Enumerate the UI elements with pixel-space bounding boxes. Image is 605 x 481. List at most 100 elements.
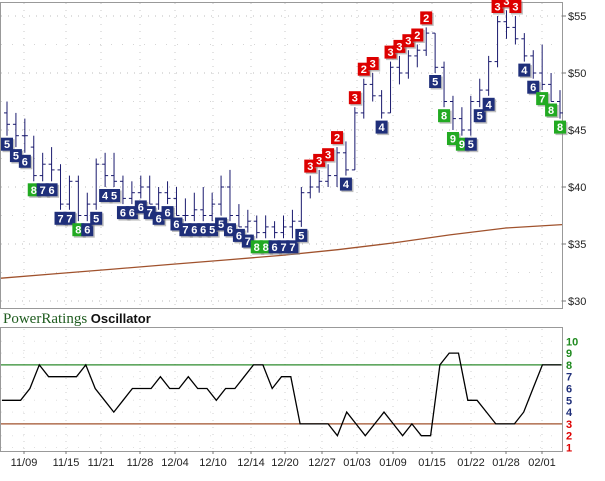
rating-badge: 2 — [331, 131, 345, 146]
rating-badge: 8 — [554, 120, 568, 136]
rating-badge-box — [1, 137, 13, 151]
oscillator-line — [2, 352, 561, 437]
rating-badge-label: 6 — [173, 219, 179, 231]
rating-badge-box — [473, 109, 486, 123]
rating-badge-box — [81, 223, 94, 237]
price-bar — [111, 152, 118, 187]
price-bar — [164, 181, 171, 205]
price-bar — [307, 175, 314, 199]
price-bar — [271, 221, 278, 239]
rating-badge-label: 8 — [254, 242, 260, 254]
rating-badge-label: 8 — [75, 225, 81, 237]
rating-badge-label: 6 — [200, 225, 206, 237]
rating-badge: 6 — [161, 206, 176, 221]
rating-badge-box — [482, 97, 495, 111]
rating-badge-box — [438, 109, 451, 123]
rating-badge-label: 5 — [298, 230, 304, 242]
price-bar — [351, 107, 358, 171]
rating-badge-box — [375, 120, 388, 134]
rating-badge-label: 5 — [93, 213, 99, 225]
oscillator-y-tick-label: 6 — [566, 384, 572, 396]
price-bar — [119, 175, 126, 205]
rating-badge-label: 5 — [218, 219, 224, 231]
x-tick-label: 12/20 — [271, 457, 299, 469]
price-bar — [369, 73, 376, 102]
price-bar — [494, 16, 501, 68]
price-bar — [432, 32, 439, 73]
rating-badge-label: 7 — [147, 208, 153, 220]
price-bar — [4, 101, 10, 136]
price-bar — [12, 112, 19, 148]
rating-badge-label: 6 — [156, 213, 162, 225]
rating-badge-label: 5 — [13, 151, 19, 163]
rating-badge-label: 3 — [307, 161, 313, 173]
x-axis: 11/09 11/15 11/21 11/28 12/04 12/10 12/14 12/20… — [11, 451, 556, 469]
x-tick-label: 12/04 — [161, 457, 189, 469]
oscillator-y-tick-label: 2 — [566, 431, 572, 443]
oscillator-y-tick-label: 7 — [566, 372, 572, 384]
x-tick-label: 11/21 — [88, 457, 115, 469]
rating-badge-box — [90, 211, 103, 225]
x-tick-label: 11/15 — [53, 457, 80, 469]
x-tick-label: 01/15 — [418, 457, 446, 469]
rating-badge-label: 3 — [325, 150, 331, 162]
rating-badge-box — [500, 0, 513, 8]
price-bar — [102, 152, 109, 187]
price-bar — [280, 215, 287, 239]
price-bar — [244, 209, 251, 233]
price-bar — [48, 147, 55, 182]
price-bar — [191, 192, 198, 222]
rating-badge-label: 6 — [22, 156, 28, 168]
price-y-tick-label: $35 — [568, 239, 586, 251]
price-bar — [530, 50, 537, 79]
rating-badge: 5 — [429, 75, 443, 90]
price-bar — [30, 135, 37, 182]
price-bars — [4, 10, 563, 239]
price-y-tick-label: $30 — [568, 296, 586, 308]
rating-badge-label: 4 — [343, 179, 350, 191]
rating-badge-label: 6 — [138, 202, 144, 214]
oscillator-y-tick-label: 10 — [566, 336, 578, 348]
rating-badge: 3 — [348, 91, 363, 106]
rating-badge: 5 — [9, 149, 24, 164]
rating-badge: 5 — [1, 137, 15, 153]
rating-badge-label: 3 — [495, 2, 501, 14]
rating-badge-label: 5 — [477, 111, 483, 123]
rating-badge-box — [366, 57, 379, 70]
x-tick-label: 01/03 — [343, 457, 371, 469]
rating-badge: 7 — [63, 211, 77, 227]
rating-badge-box — [322, 148, 335, 162]
rating-badge: 6 — [45, 183, 60, 198]
rating-badge-label: 7 — [182, 225, 188, 237]
price-bar — [137, 175, 144, 199]
rating-badge-label: 3 — [352, 93, 358, 105]
rating-badge: 7 — [286, 240, 300, 255]
rating-badge-label: 4 — [102, 191, 109, 203]
price-bar — [316, 169, 323, 193]
rating-badge-box — [348, 91, 361, 105]
rating-badge-label: 6 — [84, 225, 90, 237]
rating-badge-label: 7 — [245, 236, 251, 248]
rating-badge-label: 4 — [486, 99, 493, 111]
price-bar — [182, 198, 189, 222]
rating-badge-label: 7 — [40, 185, 46, 197]
price-bar — [334, 147, 341, 187]
price-bar — [21, 118, 28, 153]
x-tick-label: 12/27 — [308, 457, 336, 469]
rating-badge-label: 5 — [432, 77, 438, 89]
rating-badge: 2 — [420, 11, 434, 26]
rating-badge-label: 6 — [120, 208, 126, 220]
price-bar — [476, 78, 483, 108]
rating-badge-label: 8 — [548, 105, 554, 117]
price-y-tick-label: $50 — [568, 68, 586, 80]
rating-badge-box — [331, 131, 344, 145]
rating-badge: 5 — [473, 109, 488, 124]
rating-badge: 4 — [375, 120, 390, 136]
price-bar — [557, 90, 563, 119]
rating-badge-box — [509, 0, 522, 13]
rating-badge: 8 — [438, 109, 452, 124]
price-y-tick-label: $40 — [568, 182, 586, 194]
